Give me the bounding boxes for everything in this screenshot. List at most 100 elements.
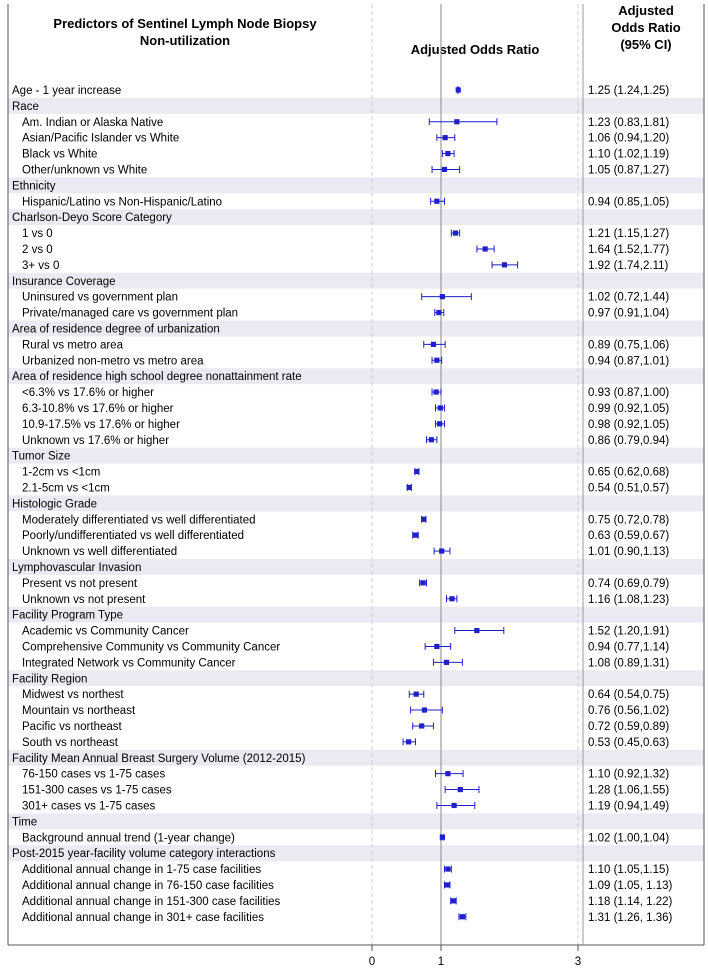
group-heading-row: Lymphovascular Invasion bbox=[12, 562, 141, 574]
estimate-row: Other/unknown vs White 1.05 (0.87,1.27) bbox=[22, 164, 669, 176]
estimate-row: 3+ vs 0 1.92 (1.74,2.11) bbox=[22, 260, 669, 272]
estimate-marker bbox=[437, 405, 443, 411]
estimate-marker bbox=[414, 468, 420, 475]
row-label: <6.3% vs 17.6% or higher bbox=[22, 387, 154, 399]
estimate-row: Present vs not present 0.74 (0.69,0.79) bbox=[22, 578, 669, 590]
row-label: 1-2cm vs <1cm bbox=[22, 467, 100, 479]
ci-value: 0.86 (0.79,0.94) bbox=[588, 435, 669, 447]
ci-value: 1.05 (0.87,1.27) bbox=[588, 164, 669, 176]
estimate-marker bbox=[445, 150, 451, 157]
group-heading-band bbox=[8, 447, 704, 464]
group-heading-label: Post-2015 year-facility volume category … bbox=[12, 848, 276, 860]
estimate-row: Rural vs metro area 0.89 (0.75,1.06) bbox=[22, 339, 669, 351]
ci-value: 1.18 (1.14, 1.22) bbox=[588, 896, 673, 908]
estimate-marker bbox=[445, 771, 451, 777]
group-heading-band bbox=[8, 209, 704, 226]
group-heading-band bbox=[8, 495, 704, 512]
estimate-row: 6.3-10.8% vs 17.6% or higher 0.99 (0.92,1… bbox=[22, 403, 669, 415]
row-label: Moderately differentiated vs well differ… bbox=[22, 514, 256, 526]
estimate-marker bbox=[428, 437, 434, 443]
ci-value: 0.54 (0.51,0.57) bbox=[588, 482, 669, 494]
row-label: Asian/Pacific Islander vs White bbox=[22, 133, 179, 145]
estimate-row: Moderately differentiated vs well differ… bbox=[22, 514, 669, 526]
row-label: 6.3-10.8% vs 17.6% or higher bbox=[22, 403, 174, 415]
group-heading-label: Facility Program Type bbox=[12, 610, 123, 622]
ci-value: 0.53 (0.45,0.63) bbox=[588, 737, 669, 749]
estimate-marker bbox=[433, 389, 439, 395]
ci-value: 0.64 (0.54,0.75) bbox=[588, 689, 669, 701]
estimate-marker bbox=[451, 802, 457, 809]
ci-column-title: Adjusted Odds Ratio (95% CI) bbox=[588, 2, 704, 53]
group-heading-row: Area of residence degree of urbanization bbox=[12, 323, 220, 335]
row-label: 151-300 cases vs 1-75 cases bbox=[22, 785, 172, 797]
ci-value: 0.93 (0.87,1.00) bbox=[588, 387, 669, 399]
estimate-row: Integrated Network vs Community Cancer 1.… bbox=[22, 657, 669, 669]
estimate-marker bbox=[421, 516, 427, 522]
estimate-row: Unknown vs not present 1.16 (1.08,1.23) bbox=[22, 594, 669, 606]
row-label: Background annual trend (1-year change) bbox=[22, 832, 235, 844]
ci-value: 1.19 (0.94,1.49) bbox=[588, 800, 669, 812]
group-heading-label: Lymphovascular Invasion bbox=[12, 562, 141, 574]
row-label: Mountain vs northeast bbox=[22, 705, 136, 717]
group-heading-band bbox=[8, 606, 704, 623]
x-tick-label: 3 bbox=[575, 956, 581, 968]
row-label: Hispanic/Latino vs Non-Hispanic/Latino bbox=[22, 196, 222, 208]
estimate-marker bbox=[439, 834, 445, 840]
row-label: Unknown vs well differentiated bbox=[22, 546, 177, 558]
estimate-marker bbox=[436, 309, 442, 316]
group-heading-label: Facility Region bbox=[12, 673, 87, 685]
estimate-marker bbox=[434, 198, 440, 204]
estimate-row: Additional annual change in 301+ case fa… bbox=[22, 912, 673, 924]
estimate-marker bbox=[457, 786, 463, 793]
ci-value: 0.63 (0.59,0.67) bbox=[588, 530, 669, 542]
row-label: Other/unknown vs White bbox=[22, 164, 147, 176]
estimate-marker bbox=[449, 596, 455, 602]
estimate-row: Academic vs Community Cancer 1.52 (1.20,1… bbox=[22, 626, 669, 638]
chart-title: Predictors of Sentinel Lymph Node Biopsy… bbox=[0, 15, 370, 49]
row-label: 76-150 cases vs 1-75 cases bbox=[22, 769, 165, 781]
estimate-marker bbox=[459, 914, 465, 920]
ci-column-title-line1: Adjusted bbox=[618, 3, 674, 18]
ci-value: 1.08 (0.89,1.31) bbox=[588, 657, 669, 669]
estimate-marker bbox=[430, 341, 437, 347]
ci-value: 1.10 (0.92,1.32) bbox=[588, 769, 669, 781]
estimate-row: 76-150 cases vs 1-75 cases 1.10 (0.92,1.3… bbox=[22, 769, 669, 781]
ci-value: 1.09 (1.05, 1.13) bbox=[588, 880, 673, 892]
group-heading-row: Insurance Coverage bbox=[12, 276, 116, 288]
estimate-row: 151-300 cases vs 1-75 cases 1.28 (1.06,1.… bbox=[22, 785, 669, 797]
group-heading-band bbox=[8, 272, 704, 289]
estimate-marker bbox=[412, 532, 419, 538]
ci-value: 1.23 (0.83,1.81) bbox=[588, 117, 669, 129]
group-heading-row: Facility Mean Annual Breast Surgery Volu… bbox=[12, 753, 306, 765]
estimate-marker bbox=[405, 739, 412, 745]
group-heading-band bbox=[8, 559, 704, 575]
group-heading-label: Area of residence degree of urbanization bbox=[12, 323, 220, 335]
estimate-row: 10.9-17.5% vs 17.6% or higher 0.98 (0.92,… bbox=[22, 419, 669, 431]
estimate-marker bbox=[421, 707, 428, 713]
estimate-marker bbox=[434, 357, 440, 363]
estimate-marker bbox=[420, 580, 426, 586]
ci-value: 1.64 (1.52,1.77) bbox=[588, 244, 669, 256]
group-heading-row: Charlson-Deyo Score Category bbox=[12, 212, 172, 224]
group-heading-label: Race bbox=[12, 101, 39, 113]
row-label: South vs northeast bbox=[22, 737, 119, 749]
estimate-row: Black vs White 1.10 (1.02,1.19) bbox=[22, 149, 669, 161]
ci-value: 0.94 (0.85,1.05) bbox=[588, 196, 669, 208]
chart-title-line2: Non-utilization bbox=[139, 33, 231, 48]
estimate-row: Urbanized non-metro vs metro area 0.94 (0… bbox=[22, 355, 669, 367]
estimate-marker bbox=[439, 548, 445, 554]
estimate-marker bbox=[444, 882, 450, 888]
estimate-marker bbox=[406, 484, 412, 491]
estimate-row: Midwest vs northest 0.64 (0.54,0.75) bbox=[22, 689, 669, 701]
estimate-marker bbox=[442, 135, 448, 141]
ci-value: 1.10 (1.02,1.19) bbox=[588, 149, 669, 161]
ci-value: 1.02 (1.00,1.04) bbox=[588, 832, 669, 844]
estimate-row: 1 vs 0 1.21 (1.15,1.27) bbox=[22, 228, 669, 240]
estimate-marker bbox=[443, 659, 450, 665]
ci-value: 0.99 (0.92,1.05) bbox=[588, 403, 669, 415]
group-heading-band bbox=[8, 670, 704, 687]
estimate-row: Additional annual change in 1-75 case fa… bbox=[22, 864, 669, 876]
estimate-row: Am. Indian or Alaska Native 1.23 (0.83,1.… bbox=[22, 117, 669, 129]
estimate-marker bbox=[445, 866, 451, 872]
ci-value: 0.94 (0.77,1.14) bbox=[588, 641, 669, 653]
